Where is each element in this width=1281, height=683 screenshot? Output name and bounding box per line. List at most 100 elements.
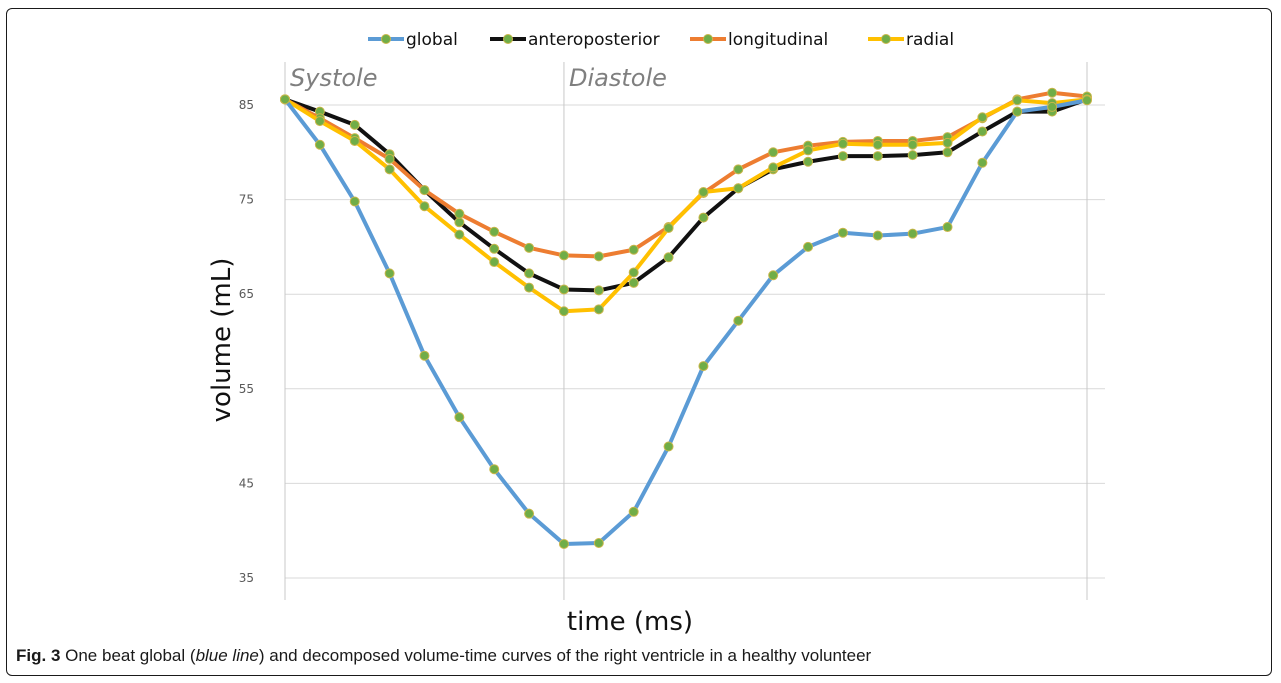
point-global-20	[978, 158, 987, 167]
point-radial-8	[559, 307, 568, 316]
figure-caption: Fig. 3 One beat global (blue line) and d…	[16, 646, 871, 666]
point-anteroposterior-18	[908, 151, 917, 160]
y-tick-75: 75	[239, 193, 254, 207]
legend-label-anteroposterior: anteroposterior	[528, 30, 660, 50]
point-longitudinal-14	[769, 148, 778, 157]
point-global-15	[804, 242, 813, 251]
caption-emphasis: blue line	[196, 646, 259, 665]
point-longitudinal-4	[420, 186, 429, 195]
point-global-21	[1013, 107, 1022, 116]
point-global-22	[1048, 102, 1057, 111]
point-radial-11	[664, 223, 673, 232]
point-global-19	[943, 223, 952, 232]
point-global-11	[664, 442, 673, 451]
series-line-radial	[285, 99, 1087, 311]
caption-fig-label: Fig. 3	[16, 646, 60, 665]
point-longitudinal-22	[1048, 88, 1057, 97]
point-radial-6	[490, 258, 499, 267]
legend-label-radial: radial	[906, 30, 954, 50]
point-global-6	[490, 465, 499, 474]
point-global-5	[455, 413, 464, 422]
point-radial-4	[420, 202, 429, 211]
point-longitudinal-9	[594, 252, 603, 261]
point-anteroposterior-5	[455, 218, 464, 227]
point-anteroposterior-15	[804, 157, 813, 166]
point-anteroposterior-20	[978, 127, 987, 136]
point-global-16	[838, 228, 847, 237]
point-radial-17	[873, 140, 882, 149]
legend-item-radial: radial	[868, 30, 954, 50]
point-radial-19	[943, 138, 952, 147]
y-tick-35: 35	[239, 571, 254, 585]
legend-marker-radial	[882, 35, 891, 44]
legend-marker-anteroposterior	[504, 35, 513, 44]
point-longitudinal-13	[734, 165, 743, 174]
point-anteroposterior-6	[490, 244, 499, 253]
point-longitudinal-10	[629, 245, 638, 254]
point-anteroposterior-12	[699, 213, 708, 222]
point-longitudinal-5	[455, 209, 464, 218]
point-radial-1	[315, 117, 324, 126]
point-global-1	[315, 140, 324, 149]
y-axis-label: volume (mL)	[207, 258, 237, 423]
point-radial-5	[455, 230, 464, 239]
point-global-17	[873, 231, 882, 240]
point-global-2	[350, 197, 359, 206]
point-global-12	[699, 362, 708, 371]
point-radial-20	[978, 113, 987, 122]
point-anteroposterior-7	[525, 269, 534, 278]
y-tick-85: 85	[239, 98, 254, 112]
point-radial-7	[525, 283, 534, 292]
point-global-0	[281, 95, 290, 104]
point-radial-2	[350, 136, 359, 145]
point-anteroposterior-11	[664, 253, 673, 262]
point-global-3	[385, 269, 394, 278]
legend-marker-longitudinal	[704, 35, 713, 44]
point-global-4	[420, 351, 429, 360]
point-global-9	[594, 538, 603, 547]
point-longitudinal-3	[385, 154, 394, 163]
point-radial-9	[594, 305, 603, 314]
point-anteroposterior-9	[594, 286, 603, 295]
point-radial-14	[769, 163, 778, 172]
point-longitudinal-8	[559, 251, 568, 260]
legend-label-global: global	[406, 30, 458, 50]
point-global-14	[769, 271, 778, 280]
legend-item-anteroposterior: anteroposterior	[490, 30, 660, 50]
point-anteroposterior-10	[629, 278, 638, 287]
phase-label-systole: Systole	[290, 64, 377, 92]
point-anteroposterior-8	[559, 285, 568, 294]
legend-label-longitudinal: longitudinal	[728, 30, 828, 50]
point-radial-21	[1013, 96, 1022, 105]
point-global-7	[525, 509, 534, 518]
point-global-23	[1083, 96, 1092, 105]
point-anteroposterior-19	[943, 148, 952, 157]
point-radial-18	[908, 140, 917, 149]
x-axis-label: time (ms)	[567, 607, 693, 637]
y-tick-45: 45	[239, 476, 254, 490]
series-line-longitudinal	[285, 93, 1087, 257]
series-lines	[281, 88, 1092, 548]
point-radial-12	[699, 188, 708, 197]
legend-marker-global	[382, 35, 391, 44]
y-tick-55: 55	[239, 382, 254, 396]
y-tick-65: 65	[239, 287, 254, 301]
point-global-10	[629, 507, 638, 516]
point-global-8	[559, 539, 568, 548]
point-anteroposterior-17	[873, 152, 882, 161]
point-anteroposterior-16	[838, 152, 847, 161]
caption-text-before: One beat global (	[60, 646, 195, 665]
point-global-18	[908, 229, 917, 238]
point-radial-16	[838, 139, 847, 148]
y-tick-labels: 35 45 55 65 75 85	[239, 98, 254, 585]
legend-item-longitudinal: longitudinal	[690, 30, 828, 50]
legend: global anteroposterior longitudinal radial	[368, 30, 954, 50]
point-global-13	[734, 316, 743, 325]
point-longitudinal-7	[525, 243, 534, 252]
phase-label-diastole: Diastole	[569, 64, 667, 92]
caption-text-after: ) and decomposed volume-time curves of t…	[259, 646, 871, 665]
series-line-global	[285, 99, 1087, 544]
series-global	[281, 95, 1092, 549]
point-radial-10	[629, 268, 638, 277]
